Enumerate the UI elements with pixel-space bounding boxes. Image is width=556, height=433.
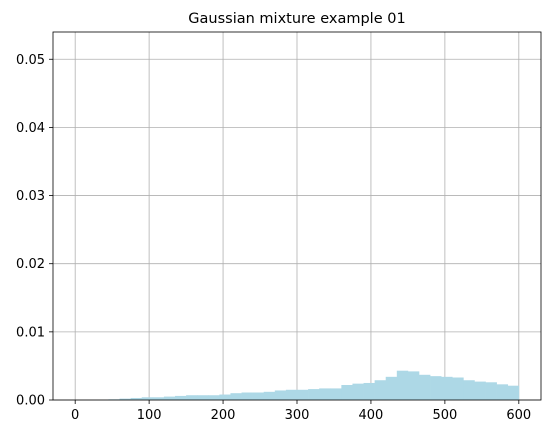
x-tick-label: 300 — [285, 408, 310, 423]
histogram-bar — [407, 371, 420, 400]
histogram-bar — [374, 380, 387, 400]
histogram-bar — [330, 388, 342, 400]
histogram-bar — [319, 388, 331, 400]
histogram-bar — [163, 396, 176, 400]
histogram-bar — [175, 395, 187, 400]
histogram-bar — [485, 382, 497, 400]
x-tick-label: 0 — [71, 408, 79, 423]
y-tick-label: 0.00 — [16, 394, 45, 409]
histogram-bars — [108, 370, 520, 400]
histogram-bar — [219, 394, 231, 400]
histogram-bar — [385, 376, 398, 400]
histogram-bar — [263, 391, 276, 400]
histogram-bar — [297, 389, 309, 400]
histogram-bar — [463, 380, 475, 400]
histogram-bar — [197, 395, 209, 400]
histogram-bar — [507, 385, 520, 400]
histogram-bar — [352, 383, 364, 400]
x-tick-label: 500 — [432, 408, 457, 423]
histogram-bar — [119, 398, 131, 400]
x-tick-label: 100 — [137, 408, 162, 423]
x-axis-ticks: 0 100 200 300 400 500 600 — [71, 400, 531, 423]
histogram-bar — [285, 389, 298, 400]
histogram-bar — [252, 392, 265, 400]
histogram-bar — [452, 377, 464, 400]
histogram-bar — [208, 395, 220, 400]
histogram-bar — [274, 390, 287, 400]
x-tick-label: 200 — [211, 408, 236, 423]
y-tick-label: 0.01 — [16, 325, 45, 340]
histogram-bar — [186, 395, 198, 400]
x-tick-label: 400 — [359, 408, 384, 423]
histogram-bar — [363, 382, 375, 400]
histogram-bar — [474, 381, 486, 400]
histogram-bar — [341, 385, 353, 400]
histogram-bar — [230, 393, 242, 400]
histogram-bar — [141, 397, 154, 400]
histogram-bar — [419, 374, 431, 400]
y-tick-label: 0.02 — [16, 257, 45, 272]
y-tick-label: 0.03 — [16, 189, 45, 204]
grid-lines — [53, 32, 541, 401]
y-axis-ticks: 0.00 0.01 0.02 0.03 0.04 0.05 — [16, 53, 53, 409]
histogram-bar — [441, 376, 453, 400]
histogram-bar — [130, 397, 143, 400]
x-tick-label: 600 — [506, 408, 531, 423]
histogram-bar — [152, 397, 165, 400]
y-tick-label: 0.05 — [16, 53, 45, 68]
histogram-bar — [496, 384, 509, 400]
histogram-bar — [396, 370, 409, 400]
y-tick-label: 0.04 — [16, 121, 45, 136]
histogram-bar — [430, 376, 442, 400]
histogram-bar — [308, 389, 320, 400]
chart-title: Gaussian mixture example 01 — [188, 11, 405, 27]
histogram-bar — [241, 392, 253, 400]
